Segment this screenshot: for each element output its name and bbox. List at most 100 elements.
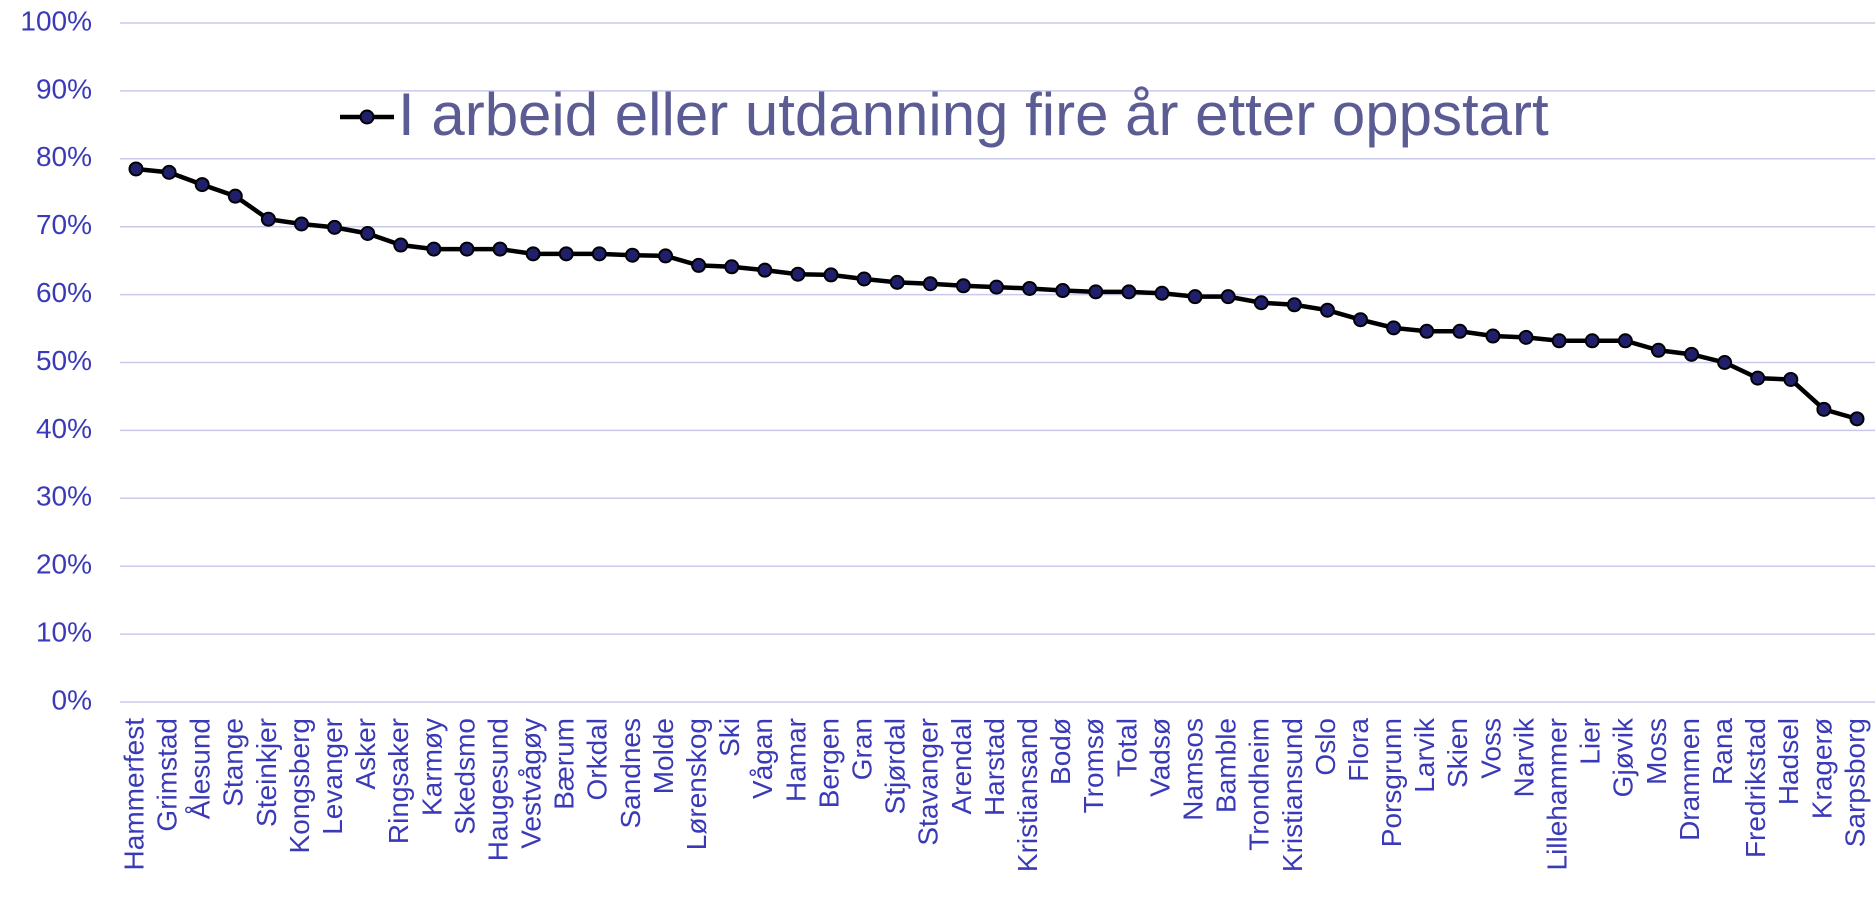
x-tick-label: Kragerø [1806, 718, 1837, 819]
x-tick-label: Fredrikstad [1740, 718, 1771, 858]
x-tick-label: Moss [1641, 718, 1672, 785]
marker [161, 164, 177, 180]
x-tick-label: Arendal [946, 718, 977, 815]
marker [327, 219, 343, 235]
marker [1419, 323, 1435, 339]
x-tick-label: Hammerfest [118, 718, 149, 871]
marker [1584, 333, 1600, 349]
y-tick-label: 60% [36, 277, 92, 308]
marker [591, 246, 607, 262]
marker [393, 237, 409, 253]
marker [1452, 323, 1468, 339]
x-tick-label: Namsos [1177, 718, 1208, 821]
x-tick-label: Molde [648, 718, 679, 794]
marker [492, 241, 508, 257]
marker [1121, 284, 1137, 300]
marker [724, 259, 740, 275]
marker [1187, 289, 1203, 305]
marker [1485, 328, 1501, 344]
marker [823, 267, 839, 283]
marker [1286, 297, 1302, 313]
y-tick-label: 50% [36, 345, 92, 376]
marker [1088, 284, 1104, 300]
marker [1617, 333, 1633, 349]
marker [459, 241, 475, 257]
x-tick-label: Stange [218, 718, 249, 807]
marker [955, 278, 971, 294]
x-tick-label: Drammen [1674, 718, 1705, 841]
x-tick-label: Lillehammer [1542, 718, 1573, 871]
x-tick-label: Vågan [747, 718, 778, 799]
x-tick-label: Voss [1475, 718, 1506, 779]
x-tick-label: Stjørdal [880, 718, 911, 814]
y-tick-label: 100% [20, 5, 92, 36]
marker [558, 246, 574, 262]
x-tick-label: Ringsaker [383, 718, 414, 844]
marker [989, 279, 1004, 295]
x-tick-label: Tromsø [1078, 718, 1109, 813]
x-tick-label: Karmøy [416, 718, 447, 816]
x-tick-label: Hadsel [1773, 718, 1804, 805]
x-tick-label: Steinkjer [251, 718, 282, 827]
y-tick-label: 0% [52, 684, 92, 715]
marker [1220, 289, 1236, 305]
marker [790, 266, 806, 282]
y-tick-label: 80% [36, 141, 92, 172]
x-tick-label: Vestvågøy [516, 718, 547, 849]
x-tick-label: Kristiansund [1277, 718, 1308, 872]
x-tick-label: Asker [350, 718, 381, 790]
x-tick-label: Flora [1343, 718, 1374, 782]
marker [128, 161, 144, 177]
marker [856, 271, 872, 287]
x-tick-label: Haugesund [482, 718, 513, 861]
marker [1551, 333, 1567, 349]
marker [1353, 312, 1369, 328]
marker [922, 276, 938, 292]
x-tick-label: Rana [1707, 718, 1738, 785]
x-tick-label: Gjøvik [1608, 717, 1639, 797]
marker [1154, 285, 1170, 301]
x-tick-label: Skedsmo [449, 718, 480, 835]
x-tick-label: Stavanger [913, 718, 944, 846]
marker [1849, 411, 1865, 427]
x-tick-label: Ålesund [185, 718, 216, 819]
marker [691, 257, 707, 273]
x-tick-label: Harstad [979, 718, 1010, 816]
marker [757, 262, 773, 278]
marker [227, 188, 243, 204]
x-tick-label: Skien [1442, 718, 1473, 788]
x-tick-label: Sandnes [615, 718, 646, 829]
marker [260, 211, 276, 227]
marker [1816, 401, 1832, 417]
marker [360, 225, 376, 241]
x-tick-label: Orkdal [582, 718, 613, 800]
x-tick-label: Kongsberg [284, 718, 315, 853]
marker [1750, 370, 1766, 386]
marker [1717, 355, 1733, 370]
marker [1650, 342, 1666, 358]
x-tick-label: Total [1111, 718, 1142, 777]
x-tick-label: Grimstad [151, 718, 182, 832]
legend-label: I arbeid eller utdanning fire år etter o… [398, 81, 1549, 148]
x-tick-label: Hamar [780, 718, 811, 802]
y-tick-label: 20% [36, 549, 92, 580]
x-tick-label: Lørenskog [681, 718, 712, 850]
x-tick-label: Vadsø [1144, 718, 1175, 797]
y-tick-label: 70% [36, 209, 92, 240]
marker [426, 241, 442, 257]
y-tick-label: 10% [36, 616, 92, 647]
legend-marker [359, 109, 375, 125]
marker [889, 274, 905, 290]
x-tick-label: Bærum [549, 718, 580, 810]
x-tick-label: Bamble [1211, 718, 1242, 813]
marker [658, 248, 674, 264]
x-tick-label: Sarpsborg [1839, 718, 1870, 847]
y-tick-label: 40% [36, 413, 92, 444]
x-tick-label: Levanger [317, 718, 348, 835]
marker [525, 246, 541, 262]
marker [1684, 346, 1700, 362]
marker [624, 247, 640, 263]
marker [1783, 371, 1799, 387]
y-tick-label: 30% [36, 481, 92, 512]
